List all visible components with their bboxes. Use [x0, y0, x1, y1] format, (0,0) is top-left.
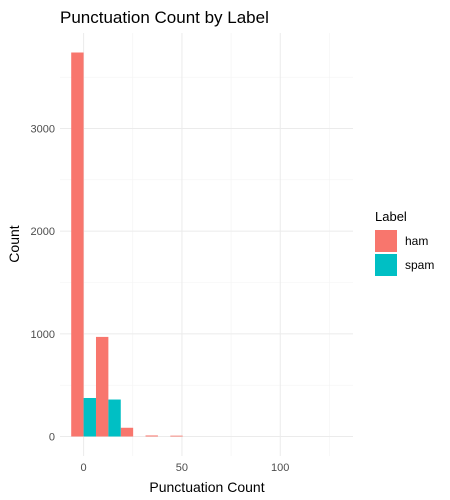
- x-axis-title: Punctuation Count: [149, 479, 264, 495]
- x-tick-label: 100: [271, 462, 289, 474]
- legend-title: Label: [375, 209, 407, 224]
- bar-ham: [71, 52, 84, 437]
- legend-label-spam: spam: [405, 258, 434, 272]
- bar-spam: [83, 397, 96, 437]
- legend-items: ham spam: [375, 230, 434, 276]
- bar-ham: [145, 435, 158, 437]
- chart-title: Punctuation Count by Label: [60, 8, 269, 27]
- bar-ham: [95, 336, 109, 437]
- legend-swatch-ham: [375, 230, 397, 252]
- x-tick-label: 0: [81, 462, 87, 474]
- legend: Label ham spam: [375, 209, 434, 276]
- y-axis-title: Count: [6, 225, 22, 262]
- legend-label-ham: ham: [405, 234, 428, 248]
- y-tick-label: 1000: [31, 329, 55, 341]
- y-tick-label: 0: [49, 431, 55, 443]
- y-axis-ticks: 0 1000 2000 3000: [31, 123, 55, 443]
- bar-ham: [120, 427, 134, 437]
- y-tick-label: 2000: [31, 226, 55, 238]
- y-tick-label: 3000: [31, 123, 55, 135]
- bar-spam: [108, 399, 121, 437]
- legend-swatch-spam: [375, 254, 397, 276]
- bars-group: [71, 52, 183, 437]
- x-tick-label: 50: [176, 462, 188, 474]
- x-axis-ticks: 0 50 100: [81, 462, 290, 474]
- bar-ham: [170, 435, 183, 437]
